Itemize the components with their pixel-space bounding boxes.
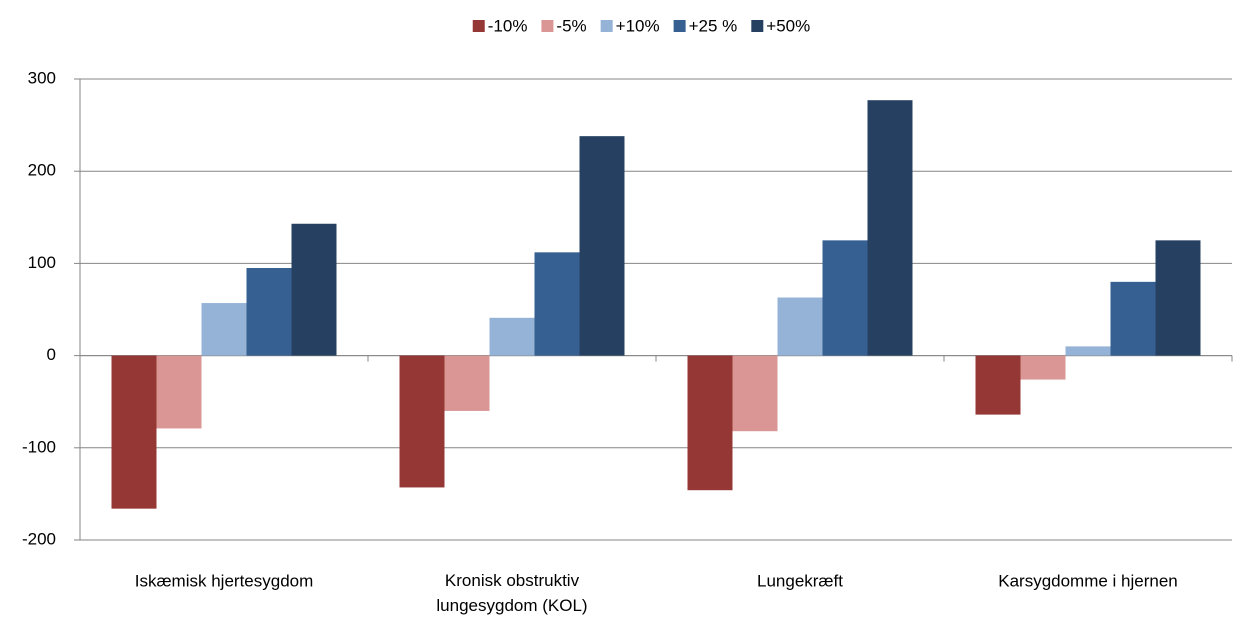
x-tick-label: Kronisk obstruktiv lungesygdom (KOL): [436, 571, 587, 615]
bar: [111, 355, 157, 509]
bar: [975, 355, 1021, 415]
y-tick-label: 0: [47, 345, 56, 364]
bar: [444, 355, 490, 411]
bar: [246, 268, 292, 356]
legend-swatch: [673, 20, 686, 32]
bar: [579, 136, 625, 356]
legend-swatch: [472, 20, 485, 32]
legend-label: -5%: [556, 16, 586, 35]
legend-label: +10%: [616, 16, 660, 35]
bar: [534, 252, 580, 356]
bar: [1020, 355, 1066, 380]
y-tick-label: 100: [28, 253, 56, 272]
legend-swatch: [751, 20, 764, 32]
bar: [1065, 346, 1111, 356]
legend-label: -10%: [488, 16, 528, 35]
y-tick-label: -200: [22, 529, 56, 548]
y-tick-label: 300: [28, 68, 56, 87]
bar: [867, 100, 913, 356]
legend: -10% -5% +10% +25 % +50%: [472, 16, 810, 35]
bar: [291, 223, 337, 356]
legend-label: +50%: [766, 16, 810, 35]
bar: [732, 355, 778, 432]
legend-swatch: [600, 20, 613, 32]
y-tick-label: 200: [28, 161, 56, 180]
bar: [489, 317, 535, 356]
x-tick-label: Karsygdomme i hjernen: [998, 571, 1178, 590]
x-tick-label: Lungekræft: [757, 571, 843, 590]
bar: [687, 355, 733, 491]
x-tick-label: Iskæmisk hjertesygdom: [135, 571, 314, 590]
bar: [201, 303, 247, 356]
bar: [399, 355, 445, 488]
bar: [1110, 281, 1156, 356]
bar: [777, 297, 823, 356]
y-tick-label: -100: [22, 437, 56, 456]
bar: [156, 355, 202, 429]
bar: [822, 240, 868, 356]
legend-label: +25 %: [689, 16, 738, 35]
legend-swatch: [541, 20, 554, 32]
bar: [1155, 240, 1201, 356]
